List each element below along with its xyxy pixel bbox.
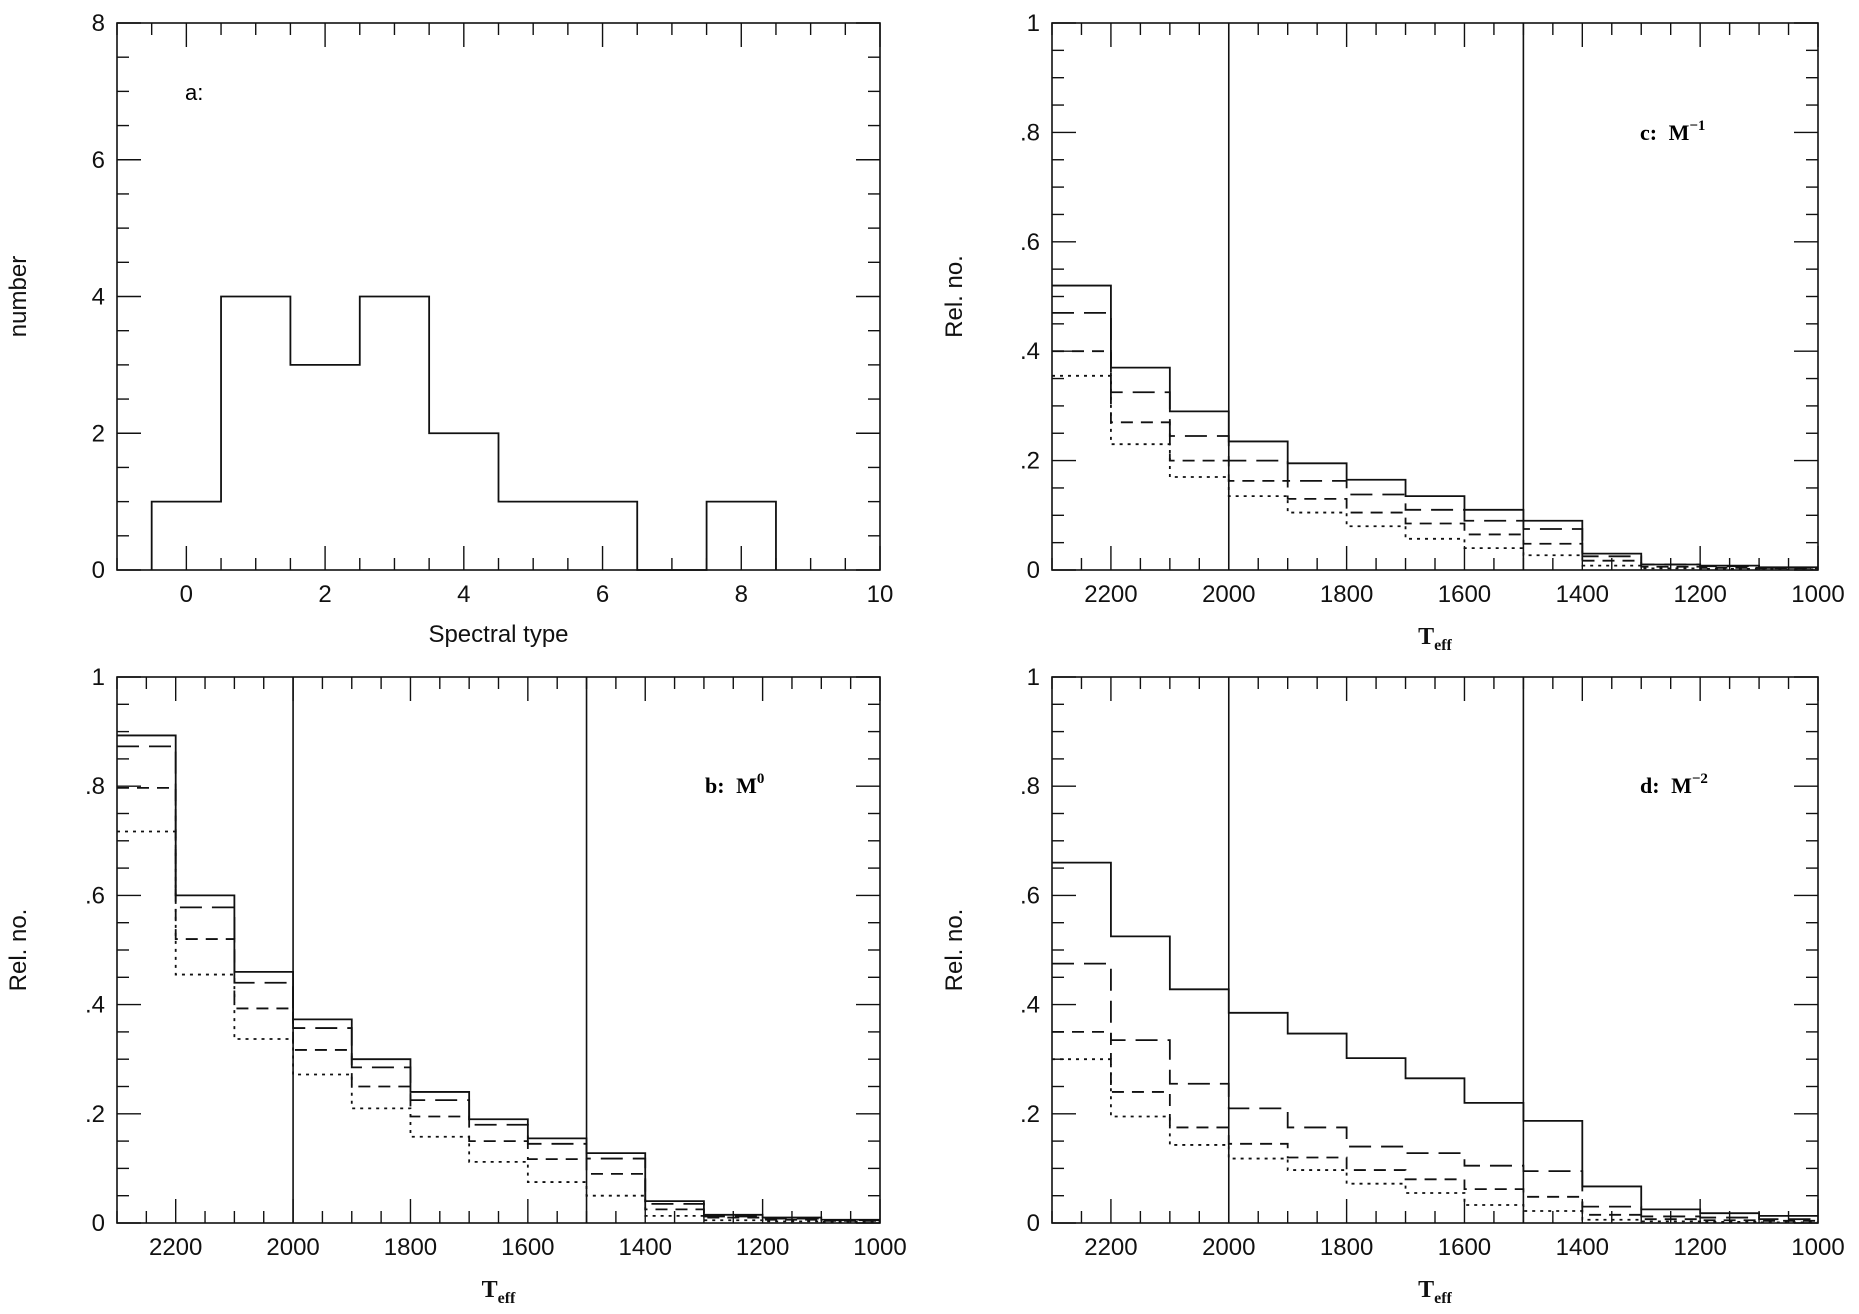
y-tick-label: 8 xyxy=(92,10,105,37)
histogram-series-dot xyxy=(1052,374,1818,571)
y-tick-label: .6 xyxy=(1020,229,1040,256)
y-tick-label: 0 xyxy=(1027,1210,1040,1237)
x-tick-label: 1600 xyxy=(1438,581,1491,608)
y-tick-label: 0 xyxy=(92,557,105,584)
x-tick-label: 1200 xyxy=(1673,581,1726,608)
x-tick-label: 2 xyxy=(318,581,331,608)
chart-panel-a: 0 2 4 6 8 10 0 2 4 6 8 Spectral type number a: xyxy=(5,10,893,648)
x-tick-label: 2200 xyxy=(1084,1234,1137,1261)
y-tick-label: .6 xyxy=(85,882,105,909)
y-tick-label: .8 xyxy=(85,773,105,800)
histogram-series-solid xyxy=(117,734,880,1221)
x-tick-label: 1400 xyxy=(619,1234,672,1261)
y-tick-label: 6 xyxy=(92,147,105,174)
y-tick-label: .4 xyxy=(85,992,105,1019)
x-axis-title-subscript: eff xyxy=(498,1290,516,1307)
panel-exponent: −1 xyxy=(1689,118,1705,134)
x-tick-label: 1600 xyxy=(1438,1234,1491,1261)
x-tick-label: 1600 xyxy=(501,1234,554,1261)
x-tick-label: 2200 xyxy=(149,1234,202,1261)
histogram-series-dot xyxy=(117,830,880,1223)
x-tick-label: 2000 xyxy=(266,1234,319,1261)
x-axis-title: Teff xyxy=(1418,624,1452,654)
y-tick-label: 1 xyxy=(92,664,105,691)
x-tick-label: 1400 xyxy=(1556,1234,1609,1261)
x-tick-label: 4 xyxy=(457,581,470,608)
x-tick-label: 1000 xyxy=(1791,1234,1844,1261)
x-tick-label: 1200 xyxy=(1673,1234,1726,1261)
x-axis-title-main: T xyxy=(482,1277,498,1303)
x-tick-label: 1000 xyxy=(1791,581,1844,608)
y-tick-label: .8 xyxy=(1020,119,1040,146)
y-axis-title: Rel. no. xyxy=(5,909,32,992)
panel-mass-symbol: M xyxy=(736,773,757,798)
x-axis-title-main: T xyxy=(1418,624,1434,650)
x-tick-label: 1800 xyxy=(1320,1234,1373,1261)
y-tick-label: 0 xyxy=(92,1210,105,1237)
panel-exponent: 0 xyxy=(757,771,765,787)
histogram-series-long-dash xyxy=(1052,312,1818,569)
y-tick-label: 0 xyxy=(1027,557,1040,584)
x-axis-title-subscript: eff xyxy=(1434,1290,1452,1307)
x-tick-label: 2200 xyxy=(1084,581,1137,608)
y-axis-title: Rel. no. xyxy=(941,255,968,338)
histogram-series-long-dash xyxy=(117,745,880,1222)
y-tick-label: 1 xyxy=(1027,10,1040,37)
panel-annotation: d: M−2 xyxy=(1640,771,1708,798)
y-tick-label: 1 xyxy=(1027,664,1040,691)
chart-panel-c: 2200 2000 1800 1600 1400 1200 1000 0 .2 .4 .6 .8 1 Te… xyxy=(941,10,1845,654)
panel-mass-symbol: M xyxy=(1669,120,1690,145)
panel-annotation: b: M0 xyxy=(705,771,764,798)
panel-letter: d: xyxy=(1640,773,1665,798)
x-axis-title: Spectral type xyxy=(428,621,568,648)
x-tick-label: 1800 xyxy=(384,1234,437,1261)
x-axis-title-subscript: eff xyxy=(1434,637,1452,654)
x-axis-title-main: T xyxy=(1418,1277,1434,1303)
y-tick-label: .2 xyxy=(1020,448,1040,475)
x-tick-label: 2000 xyxy=(1202,1234,1255,1261)
y-axis-title: Rel. no. xyxy=(941,909,968,992)
y-tick-label: .6 xyxy=(1020,882,1040,909)
chart-panel-b: 2200 2000 1800 1600 1400 1200 1000 0 .2 .4 .6 .8 1 Te… xyxy=(5,664,907,1307)
panel-exponent: −2 xyxy=(1692,771,1708,787)
panel-letter: b: xyxy=(705,773,730,798)
panel-mass-symbol: M xyxy=(1671,773,1692,798)
y-tick-label: 4 xyxy=(92,284,105,311)
panel-letter: c: xyxy=(1640,120,1663,145)
x-tick-label: 6 xyxy=(596,581,609,608)
y-tick-label: .4 xyxy=(1020,338,1040,365)
histogram-series-solid xyxy=(1052,284,1818,569)
x-axis-title: Teff xyxy=(1418,1277,1452,1307)
x-tick-label: 2000 xyxy=(1202,581,1255,608)
x-tick-label: 10 xyxy=(867,581,894,608)
x-axis-title: Teff xyxy=(482,1277,516,1307)
panel-annotation: c: M−1 xyxy=(1640,118,1705,145)
x-tick-label: 1400 xyxy=(1556,581,1609,608)
chart-panel-d: 2200 2000 1800 1600 1400 1200 1000 0 .2 .4 .6 .8 1 Te… xyxy=(941,664,1845,1307)
histogram-series xyxy=(150,295,777,571)
y-tick-label: .4 xyxy=(1020,992,1040,1019)
x-tick-label: 1000 xyxy=(853,1234,906,1261)
y-tick-label: .2 xyxy=(85,1101,105,1128)
y-axis-title: number xyxy=(5,256,32,337)
x-tick-label: 8 xyxy=(735,581,748,608)
histogram-series-dash xyxy=(117,786,880,1222)
y-tick-label: .2 xyxy=(1020,1101,1040,1128)
y-tick-label: .8 xyxy=(1020,773,1040,800)
x-tick-label: 0 xyxy=(180,581,193,608)
panel-annotation: a: xyxy=(185,80,203,105)
y-tick-label: 2 xyxy=(92,420,105,447)
histogram-series-dash xyxy=(1052,1031,1818,1222)
x-tick-label: 1800 xyxy=(1320,581,1373,608)
histogram-series-solid xyxy=(1052,861,1818,1217)
x-tick-label: 1200 xyxy=(736,1234,789,1261)
histogram-series-dot xyxy=(1052,1058,1818,1224)
